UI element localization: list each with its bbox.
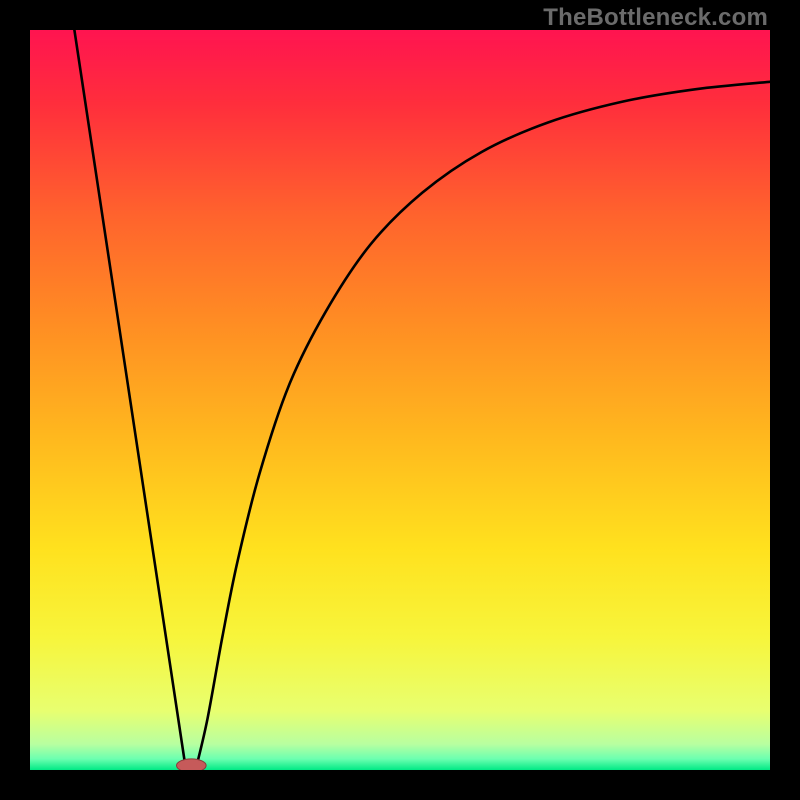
minimum-marker	[177, 759, 207, 770]
chart-frame: TheBottleneck.com	[0, 0, 800, 800]
plot-area	[30, 30, 770, 770]
watermark-text: TheBottleneck.com	[543, 4, 768, 32]
bottleneck-curve	[30, 30, 770, 770]
